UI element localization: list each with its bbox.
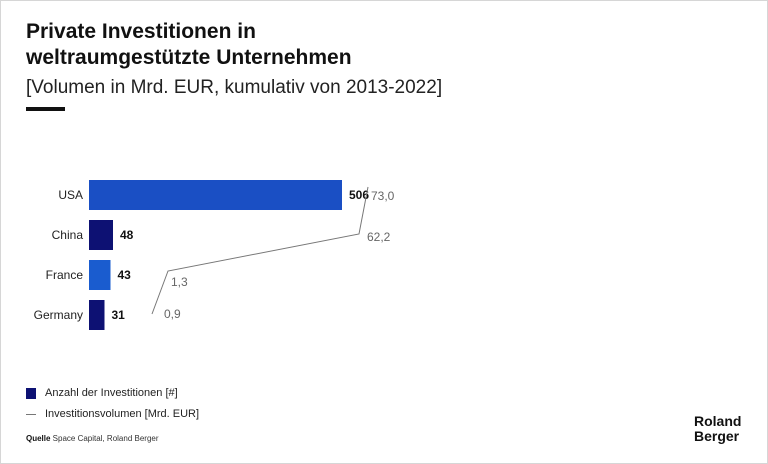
source-prefix: Quelle [26,434,51,443]
legend-bar-swatch [26,387,36,399]
legend-line-label: Investitionsvolumen [Mrd. EUR] [45,408,200,420]
bar-germany [89,300,105,330]
roland-berger-logo: Roland Berger [694,414,741,444]
legend-bar-label: Anzahl der Investitionen [#] [45,387,178,399]
bar-france [89,260,111,290]
source-note: Quelle Space Capital, Roland Berger [26,434,159,443]
title-line-1: Private Investitionen in [26,20,256,43]
bar-usa [89,180,342,210]
bar-china [89,220,113,250]
chart-subtitle: [Volumen in Mrd. EUR, kumulativ von 2013… [26,77,443,98]
volume-line [151,186,369,315]
bar-value-france: 43 [118,268,132,282]
title-underline [26,107,65,111]
volume-label-france: 1,3 [171,275,188,289]
volume-label-china: 62,2 [367,230,391,244]
chart-title: Private Investitionen in weltraumgestütz… [26,19,352,71]
source-text: Space Capital, Roland Berger [50,434,159,443]
category-label-germany: Germany [34,308,83,322]
legend-bar: Anzahl der Investitionen [#] [26,387,178,399]
volume-label-germany: 0,9 [164,307,181,321]
legend-line: Investitionsvolumen [Mrd. EUR] [26,408,199,420]
legend-line-swatch [26,413,36,415]
category-label-france: France [46,268,84,282]
category-label-usa: USA [58,188,83,202]
logo-line-2: Berger [694,428,740,444]
bar-value-germany: 31 [112,308,126,322]
logo-line-1: Roland [694,413,742,429]
volume-label-usa: 73,0 [371,189,395,203]
bar-value-usa: 506 [349,188,369,202]
category-label-china: China [52,228,84,242]
bar-value-china: 48 [120,228,134,242]
title-line-2: weltraumgestützte Unternehmen [26,46,352,69]
